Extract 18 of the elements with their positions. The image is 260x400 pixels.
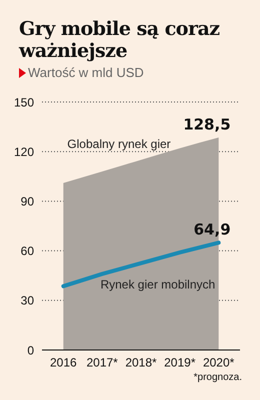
data-label: 128,5 [183, 116, 231, 134]
y-tick-label: 30 [20, 294, 34, 308]
text: *prognoza. [194, 372, 242, 383]
y-tick-label: 90 [20, 194, 34, 208]
chart-subtitle: Wartość w mld USD [28, 65, 144, 80]
y-tick-label: 120 [14, 144, 34, 159]
series-label: Rynek gier mobilnych [100, 277, 216, 292]
y-tick-label: 150 [14, 95, 34, 110]
data-label: 64,9 [194, 220, 231, 239]
x-tick-label: 2016 [50, 356, 78, 370]
series-label: Globalny rynek gier [67, 136, 171, 151]
y-tick-label: 0 [27, 343, 34, 358]
y-tick-label: 60 [20, 244, 34, 258]
x-tick-label: 2019* [164, 356, 196, 370]
chart-title: Gry mobile są coraz ważniejsze [19, 18, 221, 62]
x-tick-label: 2017* [86, 356, 118, 370]
x-tick-label: 2020* [202, 356, 235, 370]
x-tick-label: 2018* [125, 356, 158, 370]
